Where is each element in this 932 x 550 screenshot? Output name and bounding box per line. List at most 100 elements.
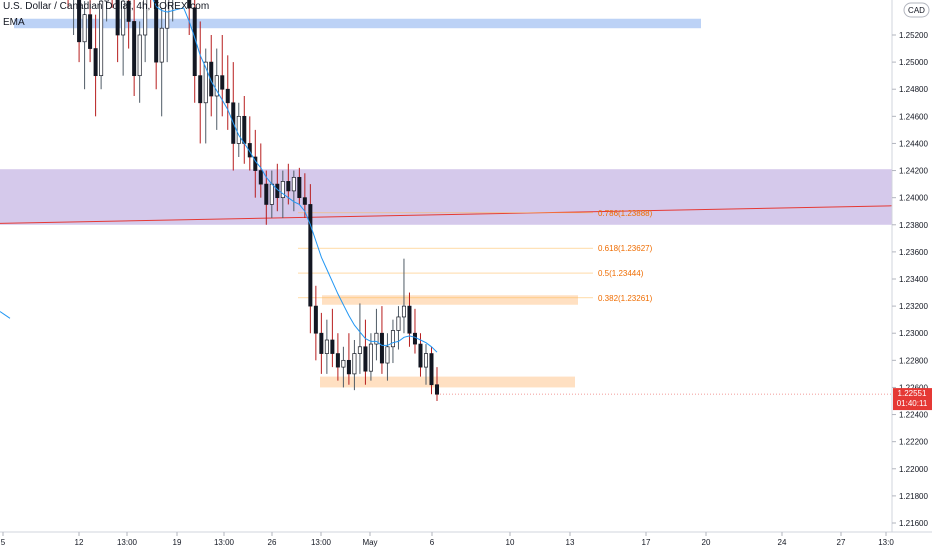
candle-body — [236, 115, 241, 144]
x-tick-label: 10 — [506, 538, 515, 547]
current-price-value: 1.22551 — [898, 389, 927, 398]
candle-body — [308, 204, 313, 307]
y-tick-label: 1.25000 — [899, 58, 928, 67]
y-tick-label: 1.23200 — [899, 302, 928, 311]
candle-body — [99, 0, 104, 77]
candle-body — [77, 0, 82, 43]
candle-body — [368, 343, 373, 372]
candle-body — [401, 305, 406, 318]
x-tick-label: May — [362, 538, 377, 547]
candle-body — [132, 21, 137, 77]
currency-badge[interactable]: CAD — [903, 2, 930, 18]
fib-layer: 0.786(1.23888) 0.618(1.23627) 0.5(1.23444)… — [298, 209, 653, 303]
candle-body — [291, 176, 296, 192]
y-tick-label: 1.23400 — [899, 275, 928, 284]
candle-body — [104, 0, 109, 2]
y-tick-label: 1.22000 — [899, 465, 928, 474]
candle-body — [258, 170, 263, 185]
candle-body — [93, 48, 98, 77]
ema-line-left-stub — [0, 311, 11, 319]
fib-level-label: 0.382(1.23261) — [598, 294, 653, 303]
candle-body — [126, 0, 131, 22]
zones-layer — [0, 18, 892, 388]
candle-body — [418, 343, 423, 368]
x-tick-label: 27 — [837, 538, 846, 547]
candle-body — [352, 353, 357, 375]
x-tick-label: 13 — [566, 538, 575, 547]
x-tick-label: 5 — [1, 538, 6, 547]
zone-box — [320, 376, 575, 388]
candle-body — [88, 14, 93, 49]
time-scale[interactable]: 5 12 13:00 19 13:00 26 13:00 May 6 10 13 17 20 24 27 13… — [1, 532, 895, 547]
candle-body — [214, 75, 219, 97]
y-tick-label: 1.22600 — [899, 383, 928, 392]
candle-body — [363, 346, 368, 372]
x-tick-label: 19 — [173, 538, 182, 547]
candle-body — [137, 34, 142, 77]
price-scale[interactable]: 1.25200 1.25000 1.24800 1.24600 1.24400 1.242… — [892, 31, 928, 528]
y-tick-label: 1.23600 — [899, 248, 928, 257]
ema-layer — [0, 0, 438, 353]
y-tick-label: 1.22800 — [899, 356, 928, 365]
candle-body — [341, 359, 346, 368]
y-tick-label: 1.23000 — [899, 329, 928, 338]
y-tick-label: 1.21800 — [899, 492, 928, 501]
candle-body — [412, 332, 417, 345]
candle-body — [434, 384, 440, 395]
x-tick-label: 6 — [430, 538, 435, 547]
candle-body — [390, 330, 395, 348]
x-tick-label: 13:00 — [117, 538, 138, 547]
candle-body — [302, 197, 307, 205]
y-tick-label: 1.24400 — [899, 139, 928, 148]
fib-level-label: 0.5(1.23444) — [598, 269, 644, 278]
y-tick-label: 1.24000 — [899, 194, 928, 203]
candle-body — [297, 176, 302, 199]
currency-label: CAD — [908, 6, 925, 15]
candle-body — [264, 183, 269, 205]
candle-body — [429, 353, 434, 386]
candle-body — [280, 181, 285, 199]
x-tick-label: 12 — [75, 538, 84, 547]
fib-level-label: 0.786(1.23888) — [598, 209, 653, 218]
candle-body — [385, 346, 390, 364]
candle-body — [115, 0, 120, 36]
x-tick-label: 26 — [268, 538, 277, 547]
bar-countdown: 01:40:11 — [897, 399, 928, 408]
trendline-layer — [0, 205, 893, 395]
candle-body — [324, 339, 329, 354]
candle-body — [220, 75, 225, 90]
indicator-label-ema[interactable]: EMA — [3, 17, 25, 28]
y-tick-label: 1.22400 — [899, 411, 928, 420]
candle-body — [396, 316, 401, 331]
candle-body — [187, 0, 192, 9]
y-tick-label: 1.24800 — [899, 85, 928, 94]
zone-box — [0, 169, 892, 225]
y-tick-label: 1.24200 — [899, 167, 928, 176]
candle-body — [225, 88, 230, 104]
chart-title[interactable]: U.S. Dollar / Canadian Dollar, 4h, FOREX… — [3, 1, 210, 12]
y-tick-label: 1.25200 — [899, 31, 928, 40]
candle-body — [319, 332, 324, 354]
candle-body — [374, 332, 379, 345]
y-tick-label: 1.23800 — [899, 221, 928, 230]
candle-body — [269, 183, 274, 205]
y-tick-label: 1.21600 — [899, 519, 928, 528]
x-tick-label: 24 — [778, 538, 787, 547]
zone-box — [14, 18, 701, 29]
candle-body — [159, 27, 164, 63]
ema-line — [152, 0, 438, 353]
y-tick-label: 1.24600 — [899, 112, 928, 121]
current-price-tag: 1.22551 01:40:11 — [893, 388, 932, 411]
candle-body — [335, 353, 340, 368]
candle-body — [346, 359, 351, 375]
x-tick-label: 13:00 — [311, 538, 332, 547]
candle-body — [82, 14, 87, 43]
candle-body — [203, 61, 208, 104]
candle-body — [209, 61, 214, 97]
candle-body — [247, 143, 252, 158]
x-tick-label: 17 — [642, 538, 651, 547]
candle-body — [357, 346, 362, 354]
fib-level-label: 0.618(1.23627) — [598, 244, 653, 253]
candle-body — [423, 353, 428, 368]
